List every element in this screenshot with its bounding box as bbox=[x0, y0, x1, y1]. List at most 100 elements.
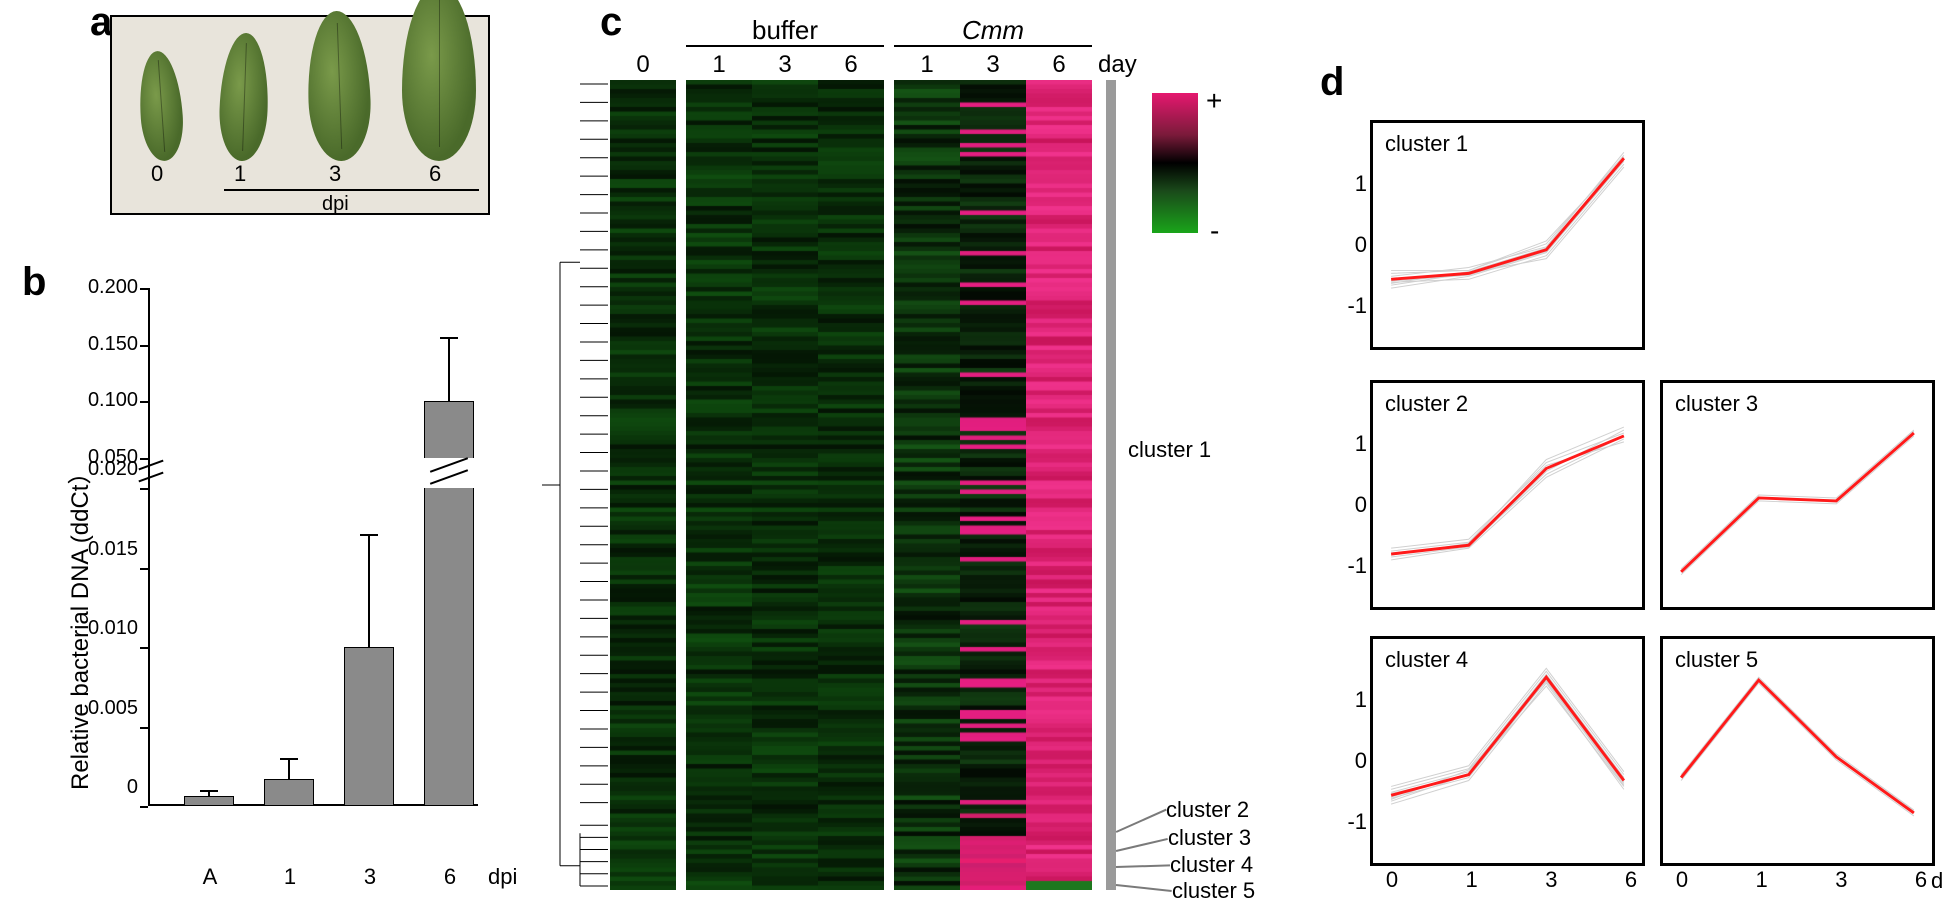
heatmap-column bbox=[960, 80, 1026, 890]
panel-a: dpi 0 1 3 6 bbox=[90, 15, 490, 215]
heatmap-col-header: 3 bbox=[752, 51, 818, 79]
mini-ytick: 0 bbox=[1339, 232, 1367, 258]
mini-xtick: 1 bbox=[1457, 867, 1487, 893]
b-error-bar bbox=[288, 760, 290, 779]
colorbar-minus: - bbox=[1210, 215, 1219, 247]
group-label-buffer: buffer bbox=[686, 15, 884, 46]
heatmap-column bbox=[1026, 80, 1092, 890]
mini-ytick: 1 bbox=[1339, 431, 1367, 457]
b-ytick bbox=[140, 288, 148, 290]
b-bar bbox=[184, 796, 234, 806]
b-x-unit: dpi bbox=[488, 864, 517, 890]
b-ytick-label: 0.015 bbox=[68, 538, 138, 561]
cluster-leader bbox=[1116, 884, 1172, 892]
cluster-leader bbox=[1116, 837, 1168, 851]
b-xtick-label: 6 bbox=[420, 864, 480, 890]
b-ytick-label: 0.150 bbox=[68, 333, 138, 356]
mini-xtick: 0 bbox=[1667, 867, 1697, 893]
leaf-image bbox=[218, 32, 270, 162]
b-ytick-label: 0.005 bbox=[68, 697, 138, 720]
leaf-x-label: 1 bbox=[234, 161, 246, 187]
mini-ytick: -1 bbox=[1339, 553, 1367, 579]
heatmap-col-header: 6 bbox=[818, 51, 884, 79]
b-error-cap bbox=[360, 534, 378, 536]
b-error-bar bbox=[368, 536, 370, 647]
dpi-label: dpi bbox=[322, 193, 349, 216]
leaf-x-label: 6 bbox=[429, 161, 441, 187]
leaf-image bbox=[402, 0, 476, 161]
cluster-label: cluster 4 bbox=[1170, 852, 1253, 878]
heatmap-gap bbox=[884, 80, 894, 890]
mini-plot: cluster 1-101 bbox=[1370, 120, 1645, 350]
d-x-unit: dpi bbox=[1931, 868, 1944, 894]
b-upper-region bbox=[148, 288, 478, 458]
cluster-label: cluster 2 bbox=[1166, 797, 1249, 823]
colorbar-plus: + bbox=[1206, 85, 1222, 117]
cluster-bar bbox=[1106, 817, 1116, 845]
b-error-cap bbox=[440, 337, 458, 339]
b-ytick bbox=[140, 488, 148, 490]
mini-ytick: 0 bbox=[1339, 492, 1367, 518]
group-label-cmm: Cmm bbox=[894, 15, 1092, 46]
mini-xtick: 3 bbox=[1536, 867, 1566, 893]
b-ytick bbox=[140, 647, 148, 649]
cluster-bar bbox=[1106, 80, 1116, 817]
leaf-image bbox=[305, 10, 372, 162]
mini-plot: cluster 2-101 bbox=[1370, 380, 1645, 610]
colorbar bbox=[1152, 93, 1198, 233]
b-ytick bbox=[140, 568, 148, 570]
cluster-bar bbox=[1106, 878, 1116, 890]
heatmap-column bbox=[610, 80, 676, 890]
b-ytick bbox=[140, 345, 148, 347]
b-ytick-label: 0.050 bbox=[68, 446, 138, 469]
b-ytick-label: 0.200 bbox=[68, 276, 138, 299]
b-ytick-label: 0.100 bbox=[68, 389, 138, 412]
heatmap-col-header: 3 bbox=[960, 51, 1026, 79]
b-error-cap bbox=[280, 758, 298, 760]
dendrogram bbox=[540, 80, 608, 890]
mini-ytick: -1 bbox=[1339, 809, 1367, 835]
mini-plot: cluster 3 bbox=[1660, 380, 1935, 610]
leaf-x-label: 3 bbox=[329, 161, 341, 187]
cluster-bar bbox=[1106, 845, 1116, 853]
leaf-x-label: 0 bbox=[151, 161, 163, 187]
heatmap-column bbox=[686, 80, 752, 890]
day-label: day bbox=[1098, 51, 1137, 79]
b-ytick bbox=[140, 806, 148, 808]
b-ytick bbox=[140, 458, 148, 460]
panel-c: buffer Cmm day + - 0136136cluster 1clust… bbox=[530, 15, 1270, 905]
mini-xtick: 1 bbox=[1747, 867, 1777, 893]
cluster-bar bbox=[1106, 854, 1116, 878]
b-ytick bbox=[140, 727, 148, 729]
leaf-image bbox=[136, 50, 186, 163]
b-axis-break bbox=[138, 458, 164, 488]
heatmap-col-header: 1 bbox=[686, 51, 752, 79]
cluster-leader bbox=[1116, 809, 1167, 833]
panel-b: Relative bacterial DNA (ddCt） 00.0050.01… bbox=[30, 270, 510, 900]
leaf-box: dpi 0 1 3 6 bbox=[110, 15, 490, 215]
cluster-leader bbox=[1116, 864, 1170, 867]
cluster-label: cluster 5 bbox=[1172, 878, 1255, 904]
heatmap-column bbox=[818, 80, 884, 890]
b-error-cap bbox=[200, 790, 218, 792]
b-bar-break bbox=[429, 458, 469, 488]
heatmap-column bbox=[752, 80, 818, 890]
mini-ytick: 1 bbox=[1339, 171, 1367, 197]
b-bar bbox=[424, 488, 474, 806]
dpi-bracket bbox=[224, 189, 479, 191]
mini-plot: cluster 4-1010136 bbox=[1370, 636, 1645, 866]
b-ytick bbox=[140, 401, 148, 403]
b-bar bbox=[424, 401, 474, 458]
bar-chart bbox=[148, 288, 478, 848]
cluster-label: cluster 1 bbox=[1128, 437, 1211, 463]
heatmap-col-header: 1 bbox=[894, 51, 960, 79]
heatmap-col-header: 0 bbox=[610, 51, 676, 79]
b-xtick-label: A bbox=[180, 864, 240, 890]
heatmap-col-header: 6 bbox=[1026, 51, 1092, 79]
b-ytick-label: 0 bbox=[68, 776, 138, 799]
mini-ytick: -1 bbox=[1339, 293, 1367, 319]
cluster-label: cluster 3 bbox=[1168, 825, 1251, 851]
mini-ytick: 1 bbox=[1339, 687, 1367, 713]
panel-d: cluster 1-101cluster 2-101cluster 3clust… bbox=[1320, 60, 1930, 880]
heatmap bbox=[610, 80, 1120, 890]
